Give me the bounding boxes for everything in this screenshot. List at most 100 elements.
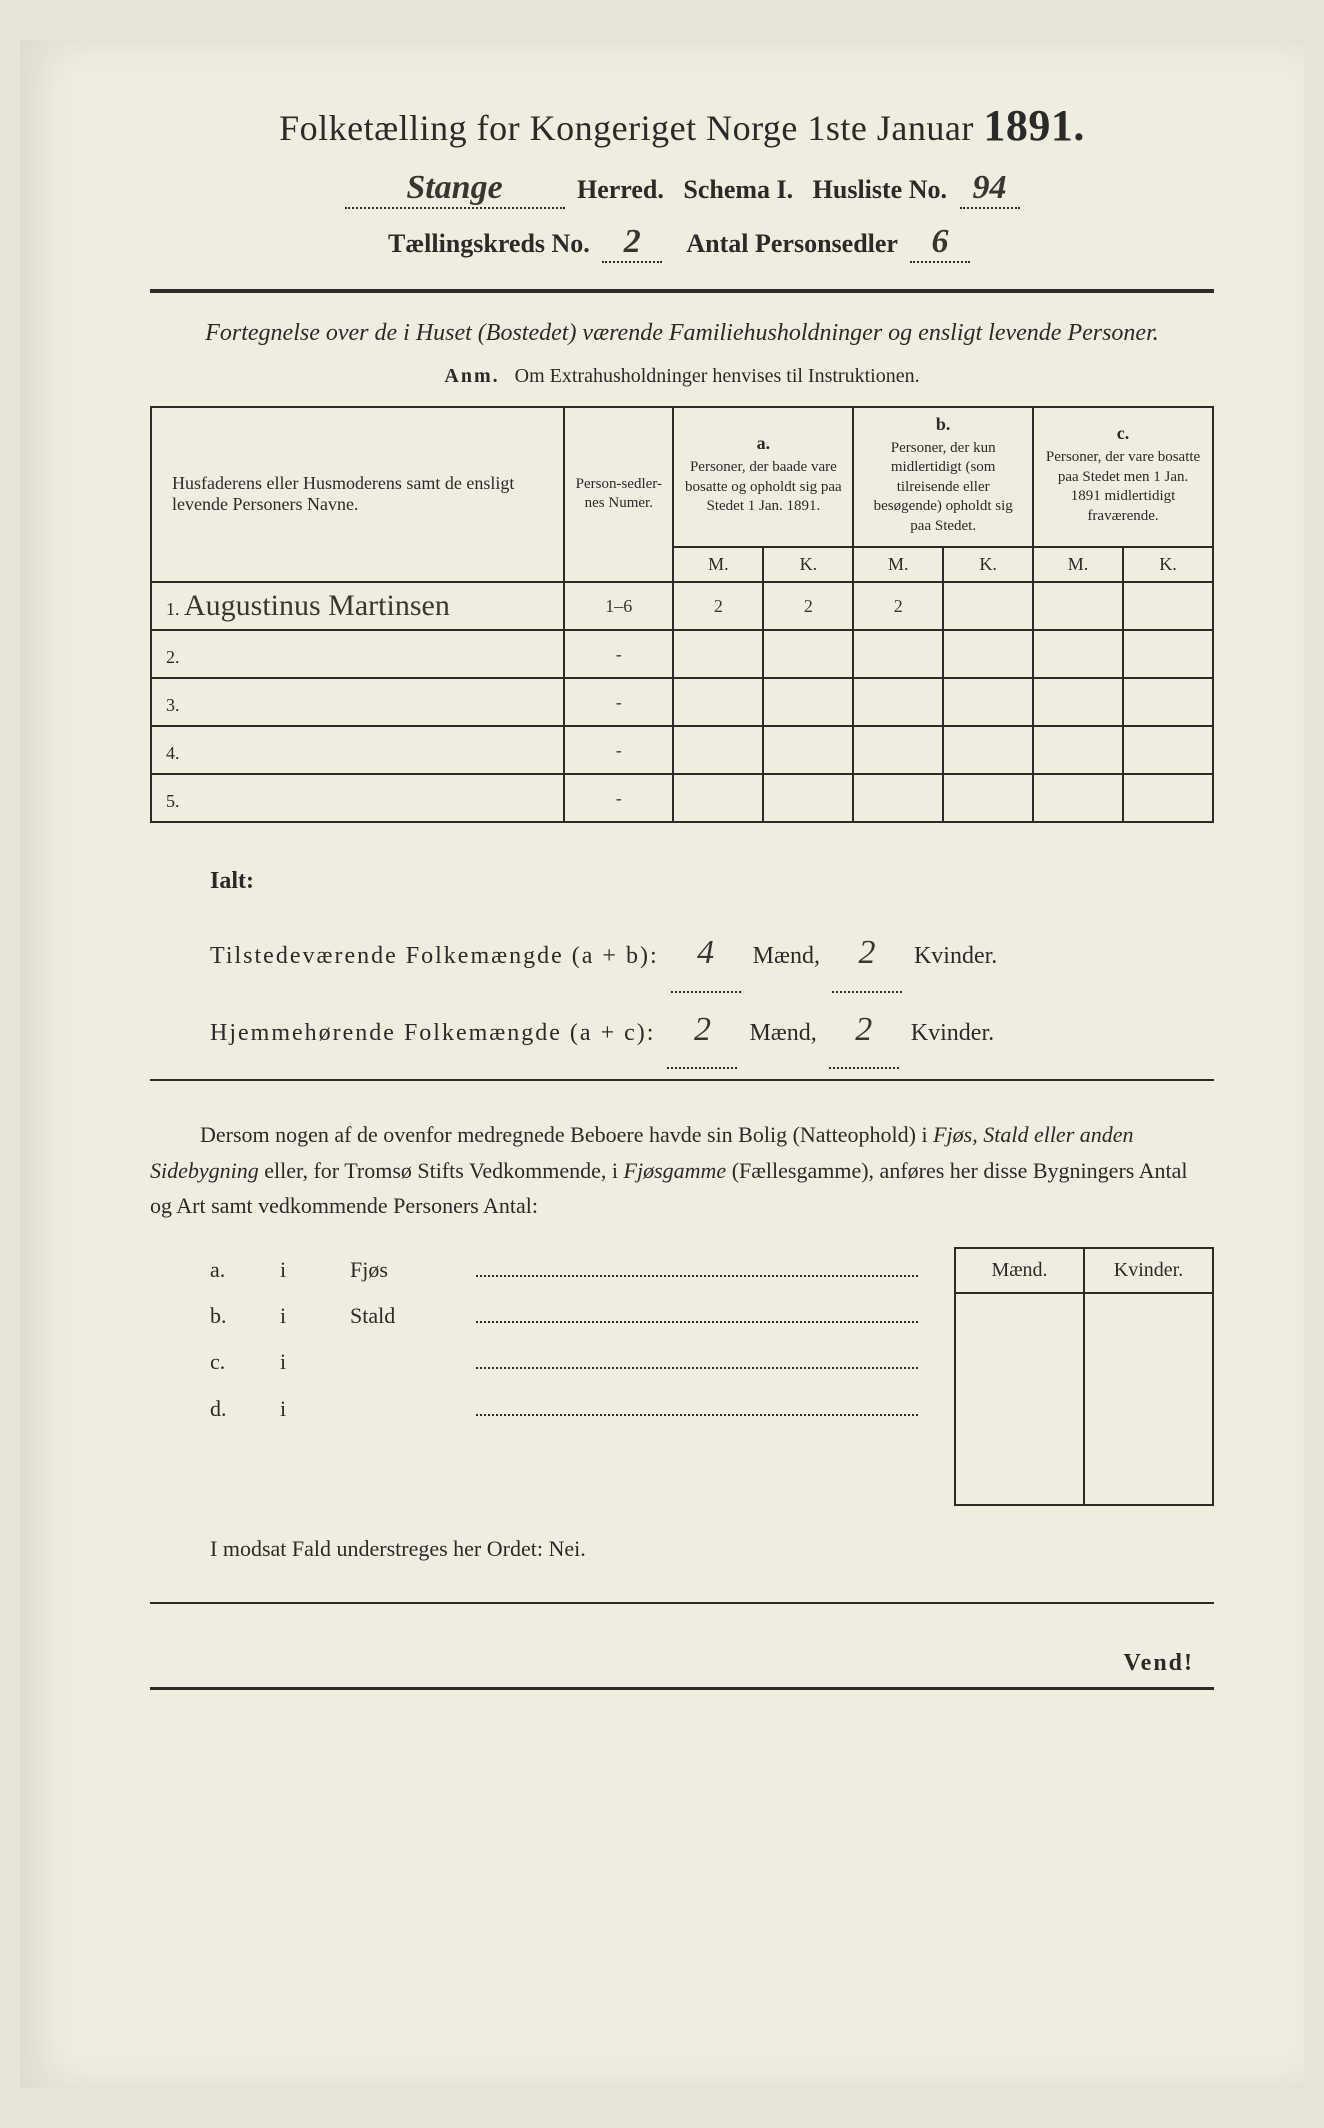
mk-body [956,1294,1212,1504]
cell-ak [763,678,853,726]
cell-bm [853,774,943,822]
anm-text: Om Extrahusholdninger henvises til Instr… [515,365,920,387]
cell-bk [943,678,1033,726]
dotted-line [476,1347,918,1369]
table-row: 5. - [151,774,1213,822]
building-letter: b. [210,1293,280,1339]
hjemme-k: 2 [829,993,899,1070]
building-name: Stald [350,1293,470,1339]
mk-body-k [1085,1294,1212,1504]
divider-2 [150,1079,1214,1081]
cell-bk [943,630,1033,678]
building-i: i [280,1247,350,1293]
building-row: c.i [210,1339,924,1385]
row-number: 1. Augustinus Martinsen [151,582,564,630]
cell-ck [1123,726,1213,774]
kreds-label: Tællingskreds No. [388,229,590,258]
cell-am [673,726,763,774]
herred-label: Herred. [577,175,664,204]
table-row: 1. Augustinus Martinsen1–6222 [151,582,1213,630]
hjemme-label: Hjemmehørende Folkemængde (a + c): [210,1020,655,1046]
cell-am [673,774,763,822]
divider-3 [150,1602,1214,1604]
col-name-text: Husfaderens eller Husmoderens samt de en… [172,473,514,514]
dotted-line [476,1301,918,1323]
kvinder-label-2: Kvinder. [911,1020,994,1046]
cell-bm [853,726,943,774]
cell-ck [1123,678,1213,726]
mk-head: Mænd. Kvinder. [956,1249,1212,1294]
cell-ak: 2 [763,582,853,630]
cell-numer: - [564,630,673,678]
row-number: 3. [151,678,564,726]
building-letter: d. [210,1386,280,1432]
header-line-3: Tællingskreds No. 2 Antal Personsedler 6 [150,223,1214,263]
subtitle: Fortegnelse over de i Huset (Bostedet) v… [150,317,1214,351]
table-row: 4. - [151,726,1213,774]
building-row: d.i [210,1386,924,1432]
cell-cm [1033,630,1123,678]
cell-ck [1123,582,1213,630]
census-table: Husfaderens eller Husmoderens samt de en… [150,406,1214,824]
tilstede-label: Tilstedeværende Folkemængde (a + b): [210,943,659,969]
col-c-text: Personer, der vare bosatte paa Stedet me… [1042,444,1204,530]
cell-am [673,630,763,678]
cell-ck [1123,630,1213,678]
col-c-letter: c. [1117,423,1130,443]
kvinder-label: Kvinder. [914,943,997,969]
mk-maend: Mænd. [956,1249,1085,1292]
cell-cm [1033,774,1123,822]
building-row: b.iStald [210,1293,924,1339]
cell-cm [1033,582,1123,630]
maend-label-2: Mænd, [749,1020,816,1046]
nei-line: I modsat Fald understreges her Ordet: Ne… [210,1536,1214,1562]
row-number: 5. [151,774,564,822]
col-name-header: Husfaderens eller Husmoderens samt de en… [151,407,564,583]
row-number: 2. [151,630,564,678]
cell-numer: - [564,774,673,822]
mk-kvinder: Kvinder. [1085,1249,1212,1292]
anm-label: Anm. [444,365,499,387]
cell-bm: 2 [853,582,943,630]
col-numer-header: Person-sedler-nes Numer. [564,407,673,583]
tilstede-m: 4 [671,916,741,993]
col-a-header: a. Personer, der baade vare bosatte og o… [673,407,853,548]
col-c-m: M. [1033,547,1123,582]
cell-ak [763,726,853,774]
tilstede-k: 2 [832,916,902,993]
cell-numer: - [564,678,673,726]
cell-am [673,678,763,726]
building-row: a.iFjøs [210,1247,924,1293]
col-a-text: Personer, der baade vare bosatte og opho… [682,454,844,521]
cell-ak [763,774,853,822]
cell-ak [763,630,853,678]
anm-note: Anm. Om Extrahusholdninger henvises til … [150,365,1214,388]
building-letter: a. [210,1247,280,1293]
col-numer-text: Person-sedler-nes Numer. [573,471,664,518]
title-text: Folketælling for Kongeriget Norge 1ste J… [279,108,974,148]
col-b-m: M. [853,547,943,582]
census-form-page: Folketælling for Kongeriget Norge 1ste J… [20,40,1304,2088]
building-paragraph: Dersom nogen af de ovenfor medregnede Be… [150,1117,1214,1223]
building-letter: c. [210,1339,280,1385]
herred-value: Stange [345,169,565,209]
husliste-value: 94 [960,169,1020,209]
table-row: 3. - [151,678,1213,726]
husliste-label: Husliste No. [813,175,947,204]
schema-label: Schema I. [683,175,793,204]
header-line-2: Stange Herred. Schema I. Husliste No. 94 [150,169,1214,209]
bottom-rule [150,1687,1214,1690]
antal-label: Antal Personsedler [686,229,897,258]
cell-ck [1123,774,1213,822]
cell-cm [1033,726,1123,774]
totals-block: Ialt: Tilstedeværende Folkemængde (a + b… [210,855,1214,1069]
ialt-label: Ialt: [210,855,1214,908]
cell-bm [853,630,943,678]
col-a-letter: a. [757,433,771,453]
cell-cm [1033,678,1123,726]
building-i: i [280,1293,350,1339]
vend-label: Vend! [150,1650,1214,1677]
para-p2: eller, for Tromsø Stifts Vedkommende, i [264,1158,623,1183]
cell-numer: - [564,726,673,774]
col-a-m: M. [673,547,763,582]
